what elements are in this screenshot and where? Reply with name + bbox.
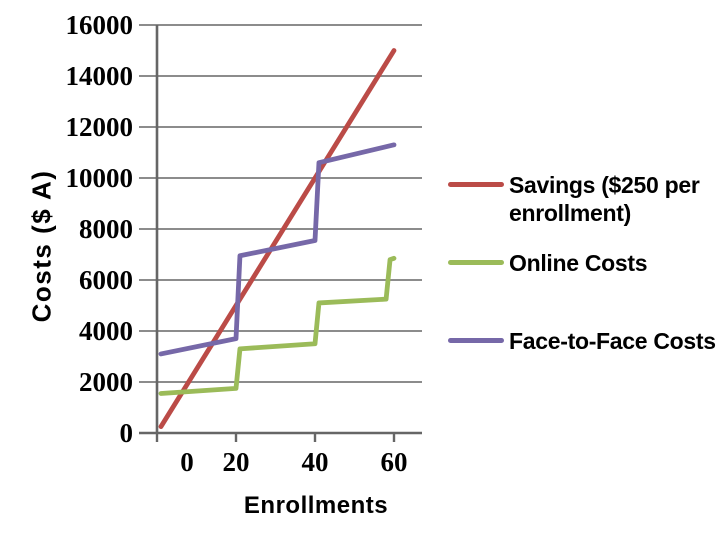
series-line-savings-250-per-enrollment xyxy=(158,48,397,430)
y-tick-label: 8000 xyxy=(79,214,133,244)
y-tick-label: 16000 xyxy=(65,10,134,40)
y-tick-label: 12000 xyxy=(65,112,134,142)
y-tick-label: 6000 xyxy=(79,265,133,295)
x-tick-label: 0 xyxy=(180,447,194,477)
series-line-online-costs xyxy=(158,255,397,396)
y-tick-label: 14000 xyxy=(65,61,134,91)
y-tick-label: 4000 xyxy=(79,316,133,346)
x-tick-label: 20 xyxy=(222,447,250,477)
x-axis-title: Enrollments xyxy=(243,492,389,519)
y-tick-label: 10000 xyxy=(65,163,134,193)
y-tick-label: 0 xyxy=(119,418,134,448)
x-tick-label: 40 xyxy=(301,447,329,477)
x-tick-label: 60 xyxy=(380,447,408,477)
series-line-face-to-face-costs xyxy=(158,142,397,357)
y-tick-label: 2000 xyxy=(79,367,133,397)
